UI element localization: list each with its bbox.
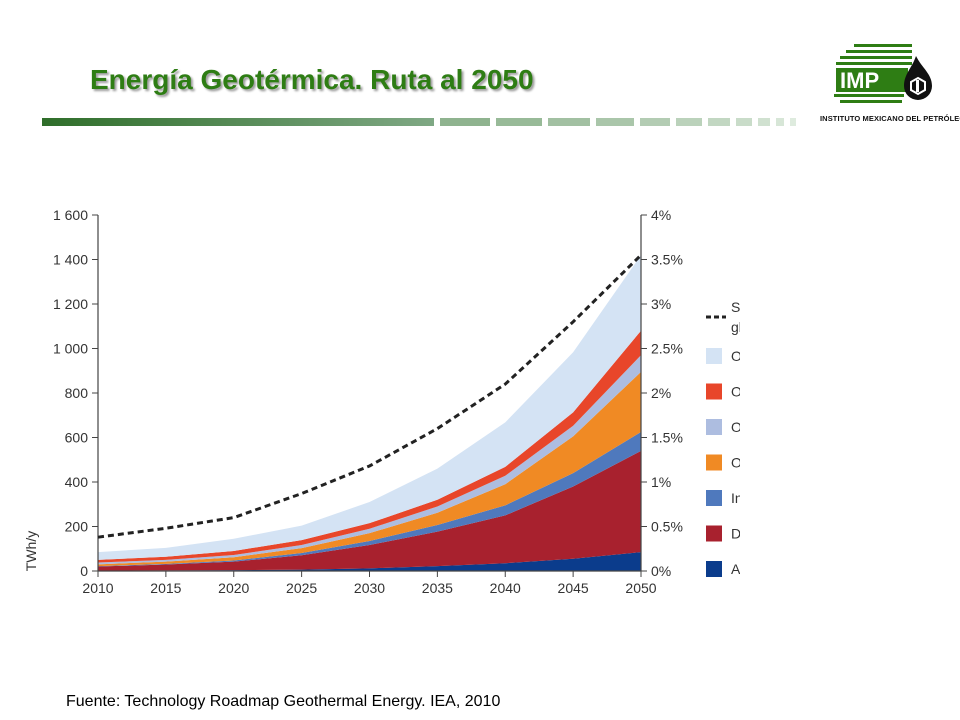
legend-swatch [706, 383, 722, 400]
y2-tick-label: 1.5% [651, 430, 683, 446]
imp-logo-acronym: IMP [840, 68, 879, 93]
legend-swatch [706, 348, 722, 364]
area-series-0 [98, 552, 641, 571]
y2-tick-label: 0% [651, 563, 671, 579]
chart-tick-labels: 0 200 400 600 800 1 000 1 200 1 400 1 600 0% 0.5% 1… [23, 207, 683, 596]
geothermal-chart: 0 200 400 600 800 1 000 1 200 1 400 1 600 0% 0.5% 1… [23, 207, 740, 596]
x-tick-label: 2015 [150, 580, 181, 596]
area-series-6 [98, 255, 641, 560]
source-note: Fuente: Technology Roadmap Geothermal En… [66, 693, 501, 710]
area-series-5 [98, 330, 641, 563]
area-series-1 [98, 450, 641, 571]
legend-label: India and China [731, 490, 740, 506]
y-tick-label: 200 [65, 519, 89, 535]
legend-swatch [706, 490, 722, 506]
y2-tick-label: 4% [651, 207, 671, 223]
legend-label-share: Share of [731, 299, 740, 315]
x-tick-label: 2035 [422, 580, 453, 596]
x-tick-label: 2010 [82, 580, 113, 596]
x-tick-label: 2025 [286, 580, 317, 596]
imp-logo-name: INSTITUTO MEXICANO DEL PETRÓLEO [820, 114, 960, 123]
y2-tick-label: 3.5% [651, 252, 683, 268]
chart-share-line [97, 253, 643, 539]
y-tick-label: 800 [65, 385, 89, 401]
x-tick-label: 2045 [558, 580, 589, 596]
imp-logo: IMP [834, 44, 932, 103]
chart-legend: Share of global electricity generation (%… [706, 299, 740, 577]
y-tick-label: 1 000 [53, 341, 88, 357]
x-tick-label: 2030 [354, 580, 385, 596]
imp-logo-stripes [834, 44, 912, 103]
area-series-4 [98, 355, 641, 565]
legend-label: Developing Asia [731, 526, 740, 542]
y2-tick-label: 2% [651, 385, 671, 401]
share-line [97, 253, 643, 539]
y2-tick-label: 0.5% [651, 519, 683, 535]
area-series-3 [98, 371, 641, 567]
chart-areas [98, 255, 641, 571]
legend-label: Africa and Middle East [731, 561, 740, 577]
x-tick-label: 2040 [490, 580, 521, 596]
legend-label: OECD North America [731, 348, 740, 364]
legend-swatch [706, 454, 722, 471]
y2-tick-label: 3% [651, 296, 671, 312]
area-series-2 [98, 431, 641, 567]
slide-title: Energía Geotérmica. Ruta al 2050 [90, 64, 534, 95]
y-tick-label: 600 [65, 430, 89, 446]
y-tick-label: 1 600 [53, 207, 88, 223]
y2-tick-label: 2.5% [651, 341, 683, 357]
legend-swatch [706, 525, 722, 542]
legend-label: OECD Pacific [731, 419, 740, 435]
x-tick-label: 2050 [625, 580, 656, 596]
y-tick-label: 0 [80, 563, 88, 579]
y-tick-label: 1 200 [53, 296, 88, 312]
legend-label-share-cont: global electricity generation (%) [731, 319, 740, 335]
legend-swatch [706, 561, 722, 577]
y-axis-label: TWh/y [23, 531, 39, 571]
y-tick-label: 400 [65, 474, 89, 490]
legend-label: OECD Europe [731, 384, 740, 400]
chart-axes [92, 214, 647, 577]
y-tick-label: 1 400 [53, 252, 88, 268]
x-tick-label: 2020 [218, 580, 249, 596]
title-divider [42, 118, 796, 126]
legend-label: Other [731, 455, 740, 471]
legend-swatch [706, 419, 722, 435]
y2-tick-label: 1% [651, 474, 671, 490]
